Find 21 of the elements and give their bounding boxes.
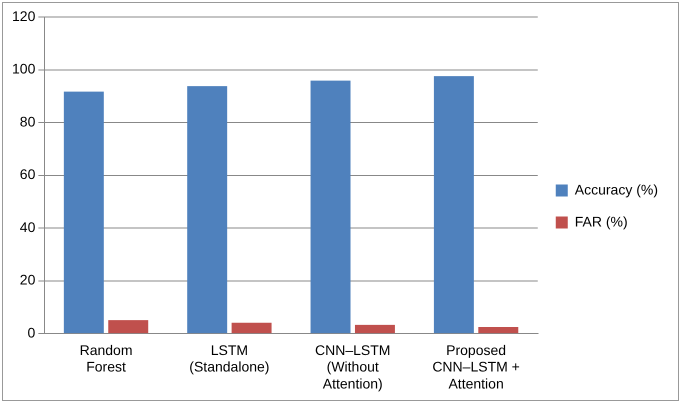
bar — [232, 322, 272, 334]
y-tick-label: 0 — [28, 324, 36, 340]
bar — [478, 327, 518, 334]
y-tick-label: 60 — [20, 166, 36, 182]
y-tick-label: 120 — [12, 8, 36, 24]
y-tick-label: 100 — [12, 60, 36, 77]
x-tick-label: Random Forest — [80, 342, 132, 375]
x-tick-label: Proposed CNN–LSTM + Attention — [432, 342, 520, 392]
bar — [434, 76, 474, 334]
x-tick-label: CNN–LSTM (Without Attention) — [315, 342, 390, 392]
bar — [310, 80, 351, 334]
y-tick-label: 80 — [20, 113, 36, 130]
bar — [354, 324, 395, 334]
bar — [187, 86, 228, 334]
bar — [108, 320, 148, 334]
legend-label: FAR (%) — [574, 213, 628, 230]
bar — [64, 92, 104, 334]
y-tick-label: 20 — [20, 272, 36, 288]
x-tick-label: LSTM (Standalone) — [189, 342, 270, 375]
y-tick-label: 40 — [20, 218, 36, 235]
legend-label: Accuracy (%) — [574, 181, 658, 198]
